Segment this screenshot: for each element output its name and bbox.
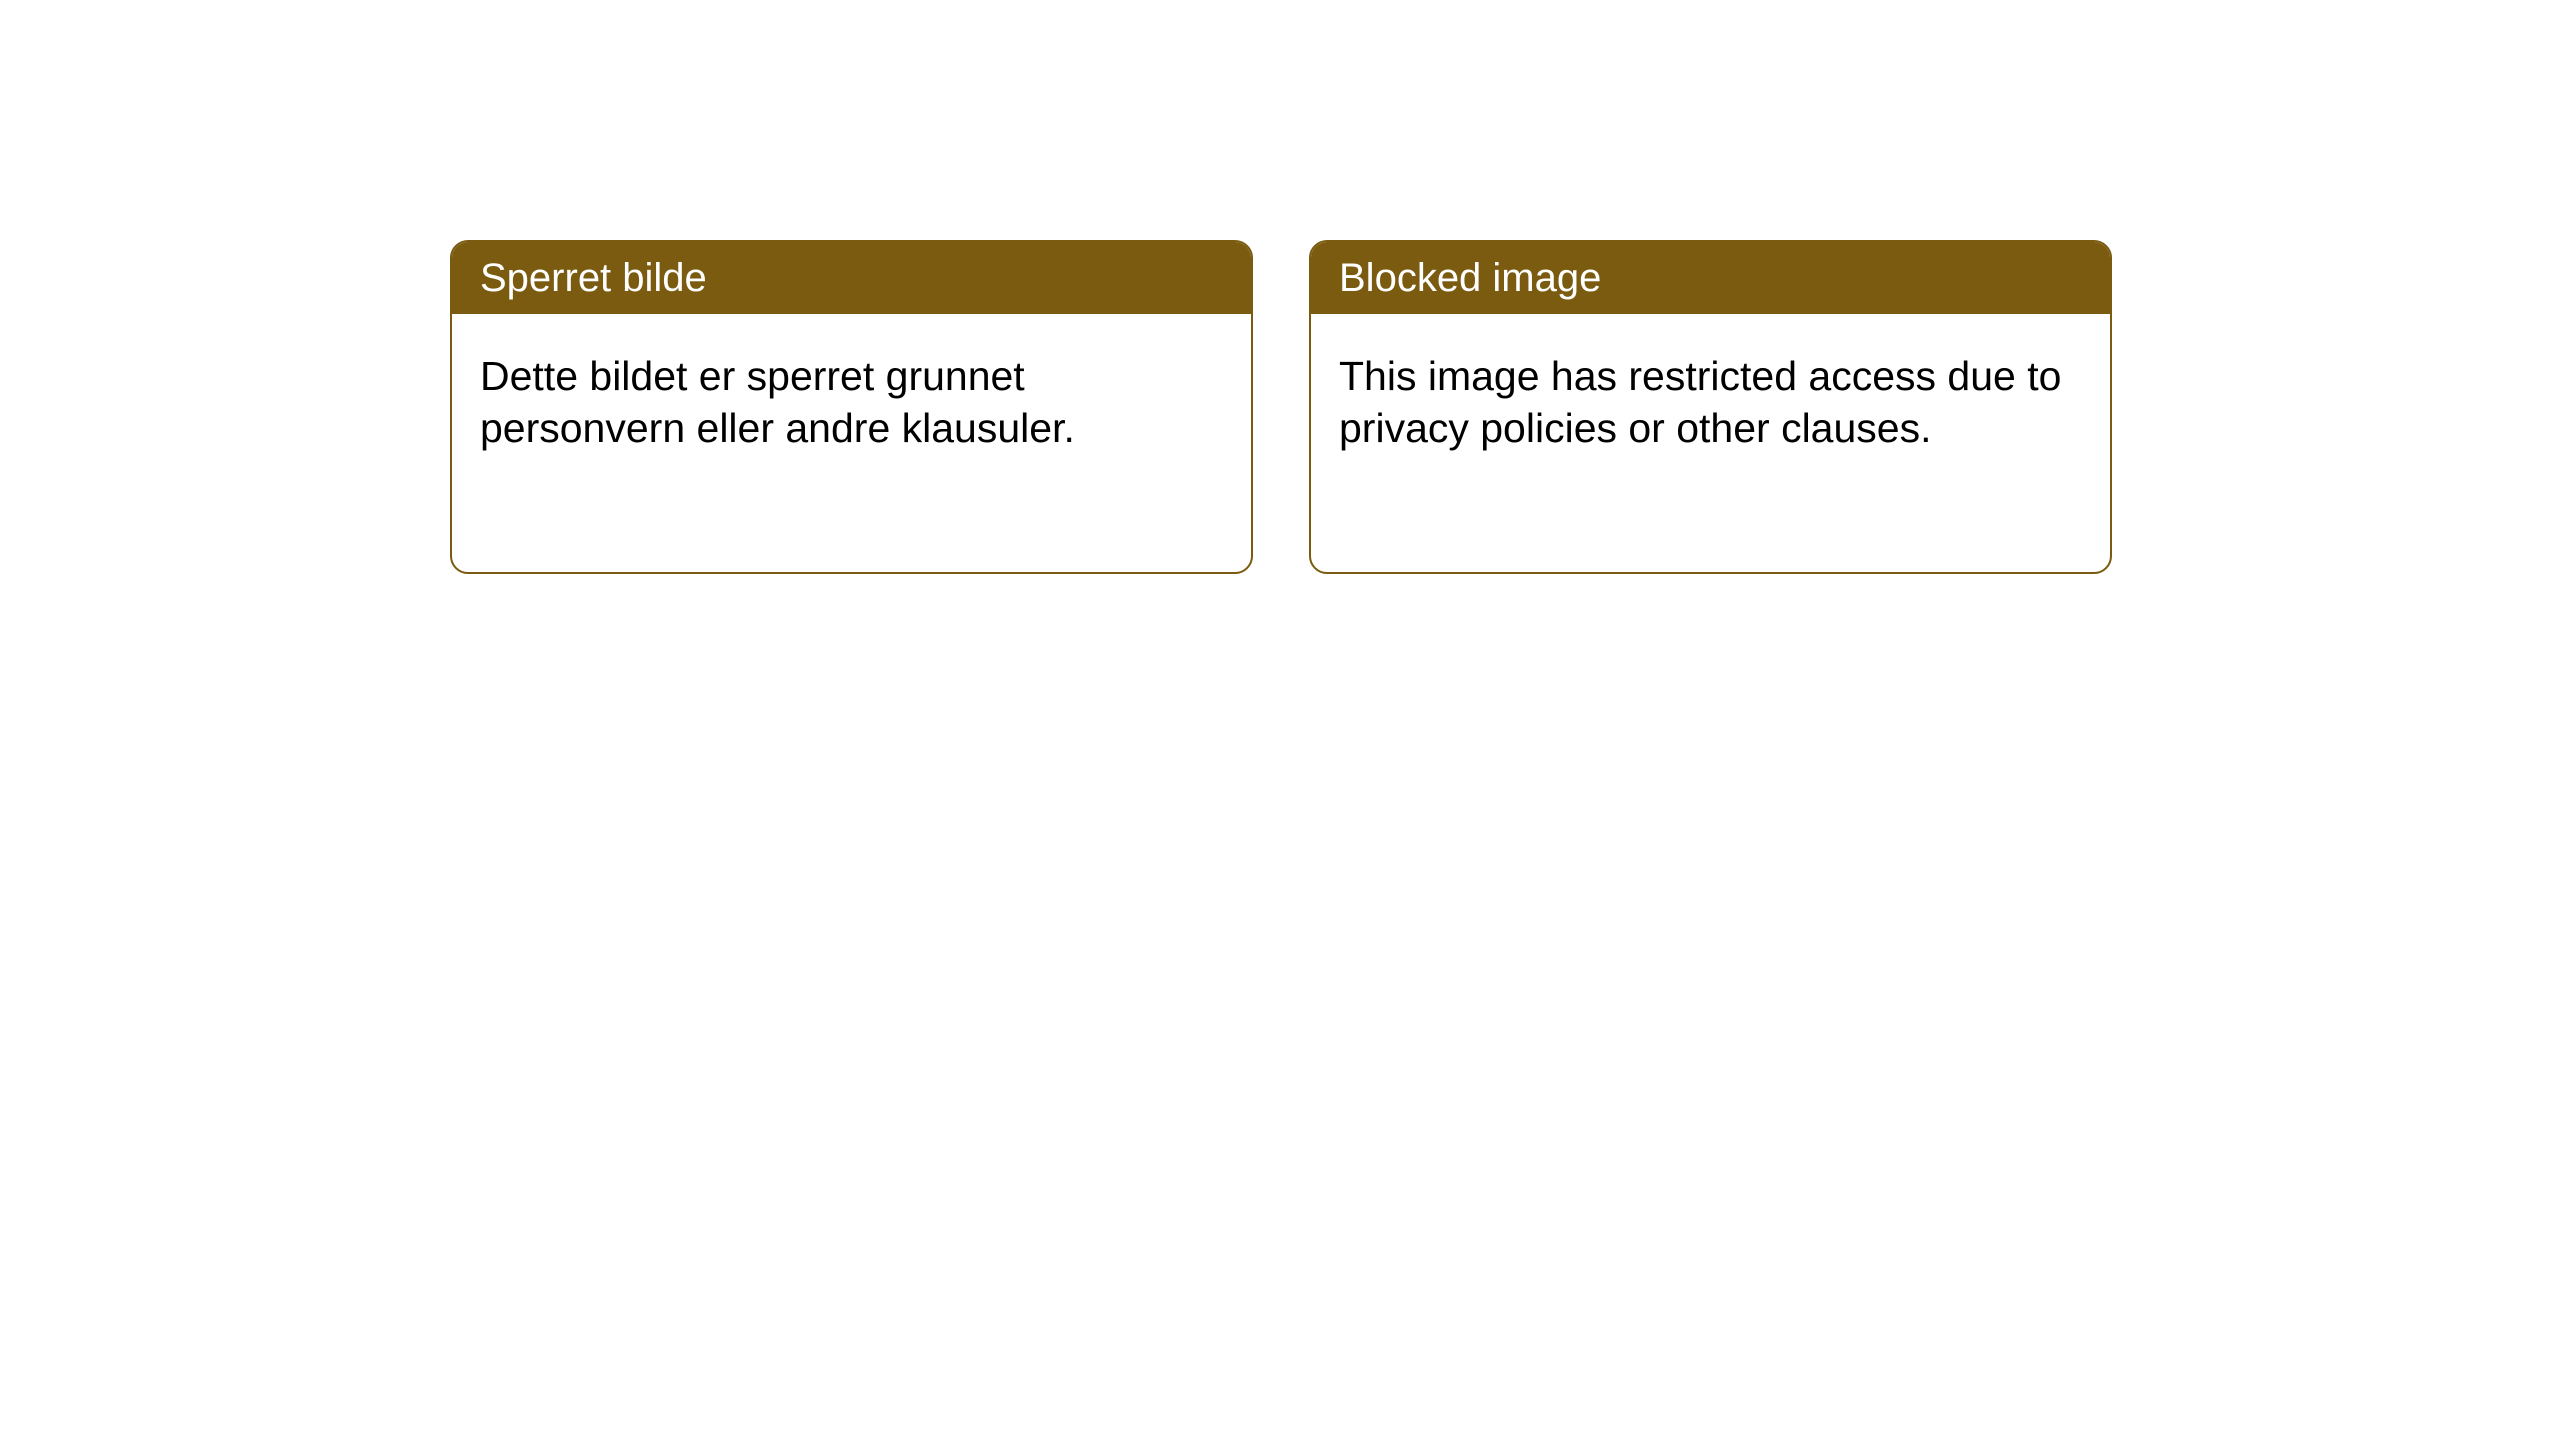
notice-card-norwegian: Sperret bilde Dette bildet er sperret gr… [450,240,1253,574]
notice-title: Sperret bilde [480,256,707,300]
notice-body-text: This image has restricted access due to … [1339,353,2061,451]
notice-body-text: Dette bildet er sperret grunnet personve… [480,353,1075,451]
notice-card-english: Blocked image This image has restricted … [1309,240,2112,574]
notice-title: Blocked image [1339,256,1601,300]
notice-body: This image has restricted access due to … [1311,314,2110,490]
notice-header: Sperret bilde [452,242,1251,314]
notice-header: Blocked image [1311,242,2110,314]
notice-container: Sperret bilde Dette bildet er sperret gr… [450,240,2112,574]
notice-body: Dette bildet er sperret grunnet personve… [452,314,1251,490]
